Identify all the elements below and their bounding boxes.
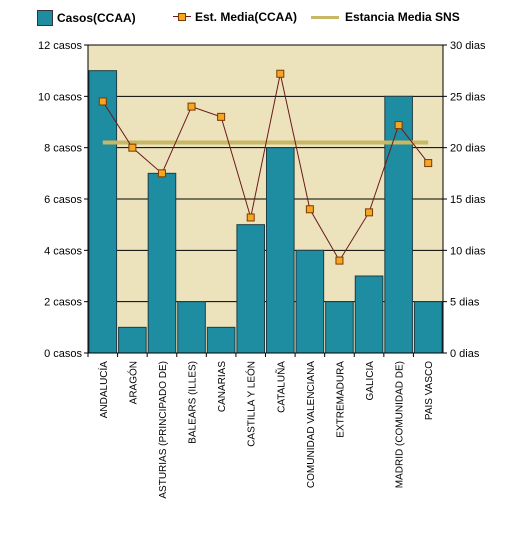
line-marker (246, 213, 255, 222)
bar (206, 326, 236, 354)
x-tick-label: BALEARS (ILLES) (188, 361, 199, 444)
y-left-tick-label: 2 casos (44, 297, 82, 309)
x-tick-label: EXTREMADURA (335, 361, 346, 438)
bar (295, 249, 325, 354)
y-left-tick-label: 8 casos (44, 143, 82, 155)
x-tick-label: ARAGÓN (126, 361, 139, 404)
y-right-tick-label: 0 dias (450, 348, 480, 360)
bar (413, 301, 443, 354)
bar (384, 95, 413, 354)
x-tick-label: ASTURIAS (PRINCIPADO DE) (158, 361, 169, 499)
legend-label-sns: Estancia Media SNS (345, 10, 460, 24)
bar (177, 301, 206, 354)
y-left-tick-label: 10 casos (38, 91, 83, 103)
x-tick-label: CANARIAS (217, 361, 228, 412)
line-marker (276, 69, 285, 78)
bar (236, 224, 266, 354)
bar (88, 70, 118, 354)
y-left-tick-label: 6 casos (44, 194, 82, 206)
line-marker (187, 102, 196, 111)
line-marker (365, 208, 374, 217)
legend-sns-swatch (311, 15, 339, 19)
est-media-line (102, 73, 429, 262)
line-marker (217, 112, 226, 121)
y-right-tick-label: 30 dias (450, 40, 486, 52)
x-tick-label: ANDALUCÍA (97, 361, 110, 419)
y-right-tick-label: 20 dias (450, 143, 486, 155)
line-marker (335, 256, 344, 265)
line-marker (128, 143, 137, 152)
bar (118, 326, 147, 354)
legend-line-swatch (173, 10, 191, 24)
legend-bar-swatch (37, 10, 53, 26)
bar (147, 172, 177, 354)
x-tick-label: CATALUÑA (274, 361, 287, 413)
legend-item-sns: Estancia Media SNS (311, 10, 460, 24)
y-right-tick-label: 5 dias (450, 297, 480, 309)
x-tick-label: COMUNIDAD VALENCIANA (306, 361, 317, 488)
chart-legend: Casos(CCAA) Est. Media(CCAA) Estancia Me… (0, 0, 511, 36)
y-right-tick-label: 15 dias (450, 194, 486, 206)
line-marker (157, 169, 166, 178)
line-marker (305, 205, 314, 214)
legend-label-casos: Casos(CCAA) (57, 11, 136, 25)
legend-item-est-media: Est. Media(CCAA) (173, 10, 297, 24)
x-tick-label: MADRID (COMUNIDAD DE) (395, 361, 406, 488)
y-right-tick-label: 25 dias (450, 91, 486, 103)
bar (266, 147, 295, 354)
bar (354, 275, 384, 354)
legend-label-est-media: Est. Media(CCAA) (195, 10, 298, 24)
y-left-tick-label: 12 casos (38, 40, 83, 52)
bar (325, 301, 354, 354)
x-tick-label: PAIS VASCO (424, 361, 435, 420)
x-tick-label: GALICIA (365, 361, 376, 401)
line-marker (98, 97, 107, 106)
y-left-tick-label: 0 casos (44, 348, 82, 360)
x-tick-label: CASTILLA Y LEÓN (245, 361, 258, 447)
line-marker (394, 121, 403, 130)
line-marker (424, 159, 433, 168)
y-left-tick-label: 4 casos (44, 245, 82, 257)
legend-item-casos: Casos(CCAA) (37, 10, 136, 26)
y-right-tick-label: 10 dias (450, 245, 486, 257)
